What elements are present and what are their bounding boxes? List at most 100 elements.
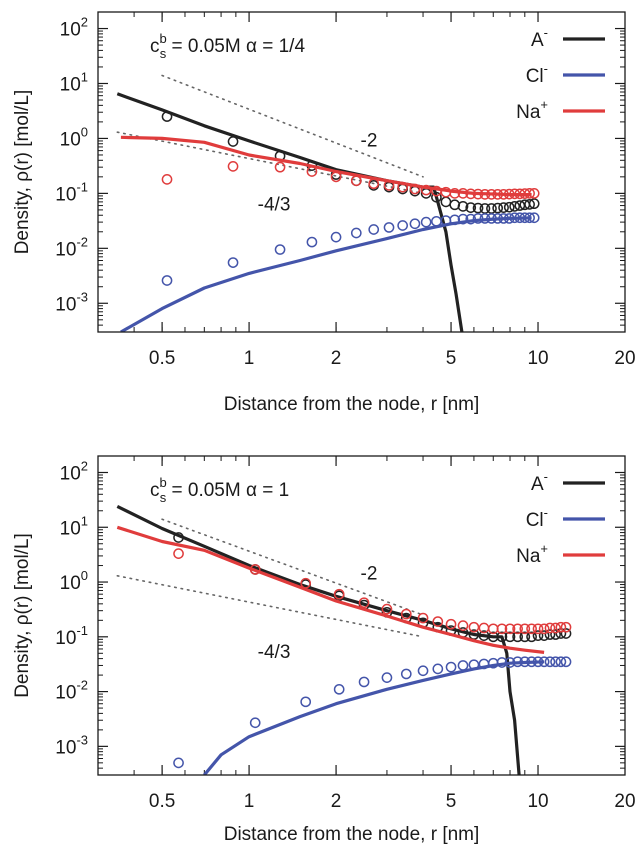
data-point <box>431 215 442 227</box>
series-line-na <box>116 525 545 654</box>
y-tick-label: 10-1 <box>55 623 88 649</box>
reference-line <box>161 518 424 616</box>
data-point <box>350 227 362 239</box>
data-point <box>512 623 523 635</box>
reference-line-label: -2 <box>361 563 378 584</box>
data-point <box>173 757 184 769</box>
data-point <box>300 577 312 589</box>
data-point <box>496 631 508 643</box>
data-point <box>409 183 421 195</box>
data-point <box>504 623 516 635</box>
x-tick-label: 20 <box>614 348 635 369</box>
data-point <box>249 717 261 729</box>
data-point <box>431 191 442 203</box>
x-tick-label: 1 <box>244 348 255 369</box>
data-point <box>368 178 380 190</box>
data-point <box>528 198 540 210</box>
data-point <box>496 657 508 668</box>
data-point <box>538 656 550 668</box>
data-point <box>479 189 491 200</box>
data-point <box>472 213 484 224</box>
data-point <box>509 201 520 212</box>
y-tick-label: 10-1 <box>55 179 88 205</box>
data-point <box>227 136 239 147</box>
data-point <box>449 188 461 199</box>
data-point <box>368 224 380 235</box>
data-point <box>381 672 393 683</box>
legend-label-cl: Cl- <box>526 505 548 531</box>
data-point <box>173 548 184 559</box>
data-point <box>526 631 537 643</box>
data-point <box>479 213 491 224</box>
data-point <box>496 623 508 635</box>
chart-panel-1: 0.5 1 2 5 10 20 10-3 10-2 10-1 100 101 102 -2 -4/3 cb s… <box>12 11 636 415</box>
reference-line <box>161 74 424 178</box>
y-tick-label: 102 <box>60 15 88 41</box>
data-point <box>550 656 561 668</box>
data-point <box>544 656 556 668</box>
reference-line-label: -4/3 <box>258 195 291 216</box>
data-point <box>227 257 239 268</box>
data-point <box>173 532 184 543</box>
series-points-na <box>173 548 572 635</box>
y-tick-label: 10-3 <box>55 732 88 758</box>
y-tick-label: 10-2 <box>55 678 88 704</box>
data-point <box>544 622 556 634</box>
data-point <box>227 161 239 172</box>
data-point <box>333 683 345 695</box>
plot-frame <box>97 455 626 776</box>
data-point <box>528 188 540 199</box>
x-tick-label: 1 <box>244 791 255 812</box>
data-point <box>397 220 408 231</box>
data-point <box>449 214 461 226</box>
data-point <box>161 111 173 122</box>
data-point <box>417 612 429 624</box>
data-point <box>330 171 342 183</box>
x-tick-label: 2 <box>331 348 342 369</box>
x-tick-label: 5 <box>446 791 457 812</box>
data-point <box>432 663 444 675</box>
data-point <box>409 218 421 230</box>
data-point <box>468 621 480 633</box>
data-point <box>524 212 535 224</box>
data-point <box>492 202 504 214</box>
y-tick-label: 10-2 <box>55 234 88 260</box>
series-points-cl <box>173 656 572 769</box>
data-point <box>440 196 452 208</box>
reference-line-label: -2 <box>361 131 378 152</box>
reference-line <box>116 131 424 195</box>
data-point <box>560 628 572 639</box>
data-point <box>300 696 312 708</box>
data-point <box>519 623 531 635</box>
data-point <box>400 608 412 620</box>
data-point <box>417 665 429 677</box>
data-point <box>432 616 444 627</box>
data-point <box>161 174 173 185</box>
data-point <box>383 179 395 191</box>
y-tick-label: 100 <box>60 568 88 594</box>
data-point <box>330 231 342 243</box>
x-tick-label: 5 <box>446 348 457 369</box>
data-point <box>465 202 477 213</box>
data-point <box>457 201 469 212</box>
reference-line <box>116 574 424 638</box>
x-tick-label: 2 <box>331 791 342 812</box>
data-point <box>457 188 469 199</box>
data-point <box>274 161 286 173</box>
x-tick-label: 0.5 <box>149 791 175 812</box>
minor-ticks <box>97 456 625 776</box>
data-point <box>492 213 504 224</box>
data-point <box>555 656 567 668</box>
data-point <box>274 244 286 255</box>
legend-label-na: Na+ <box>516 541 548 567</box>
data-point <box>504 631 516 643</box>
data-point <box>498 213 509 224</box>
data-point <box>420 184 432 196</box>
data-point <box>492 189 504 200</box>
legend-label-a: A- <box>531 469 548 495</box>
data-point <box>420 216 432 228</box>
x-tick-label: 0.5 <box>149 348 175 369</box>
data-point <box>509 188 520 200</box>
data-point <box>526 623 537 635</box>
